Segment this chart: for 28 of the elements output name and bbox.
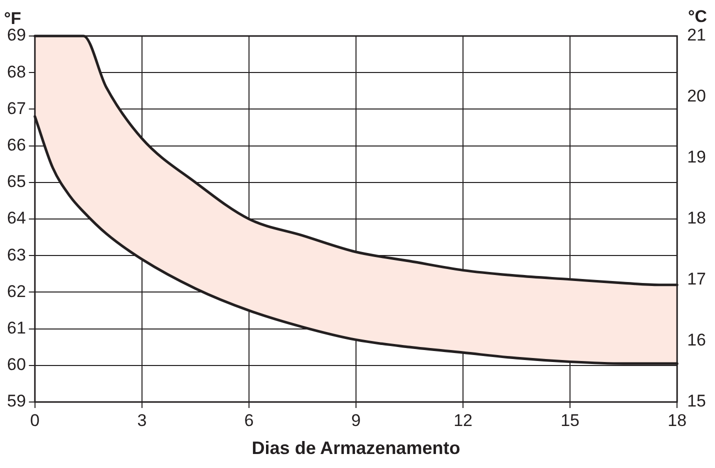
x-tick-label: 3 bbox=[137, 410, 147, 430]
y2-tick-label: 15 bbox=[687, 392, 706, 411]
y2-tick-label: 18 bbox=[687, 208, 706, 228]
y-tick-label: 59 bbox=[6, 392, 26, 411]
y-tick-label: 64 bbox=[6, 208, 26, 228]
y-tick-label: 63 bbox=[6, 245, 26, 264]
y2-tick-label: 19 bbox=[687, 148, 706, 167]
y2-tick-label: 16 bbox=[687, 330, 706, 350]
y-tick-label: 69 bbox=[6, 26, 26, 45]
y-tick-label: 60 bbox=[6, 355, 26, 374]
x-tick-label: 6 bbox=[244, 410, 254, 430]
y-tick-label: 62 bbox=[6, 282, 26, 301]
y2-tick-label: 20 bbox=[687, 86, 706, 106]
y-axis-title: °F bbox=[4, 9, 22, 28]
x-tick-label: 12 bbox=[454, 410, 472, 430]
y2-tick-label: 21 bbox=[687, 26, 706, 45]
x-tick-label: 0 bbox=[30, 410, 40, 430]
x-tick-label: 15 bbox=[560, 410, 580, 430]
y-tick-label: 66 bbox=[6, 135, 26, 154]
y-tick-label: 61 bbox=[6, 318, 26, 338]
x-tick-label: 9 bbox=[351, 410, 361, 430]
y-tick-label: 68 bbox=[6, 62, 26, 82]
y2-axis-title: °C bbox=[688, 7, 708, 26]
y-tick-label: 67 bbox=[6, 98, 26, 118]
x-axis-title: Dias de Armazenamento bbox=[252, 438, 460, 458]
y2-tick-label: 17 bbox=[687, 270, 706, 289]
x-tick-label: 18 bbox=[668, 410, 687, 430]
y-tick-label: 65 bbox=[6, 172, 26, 192]
